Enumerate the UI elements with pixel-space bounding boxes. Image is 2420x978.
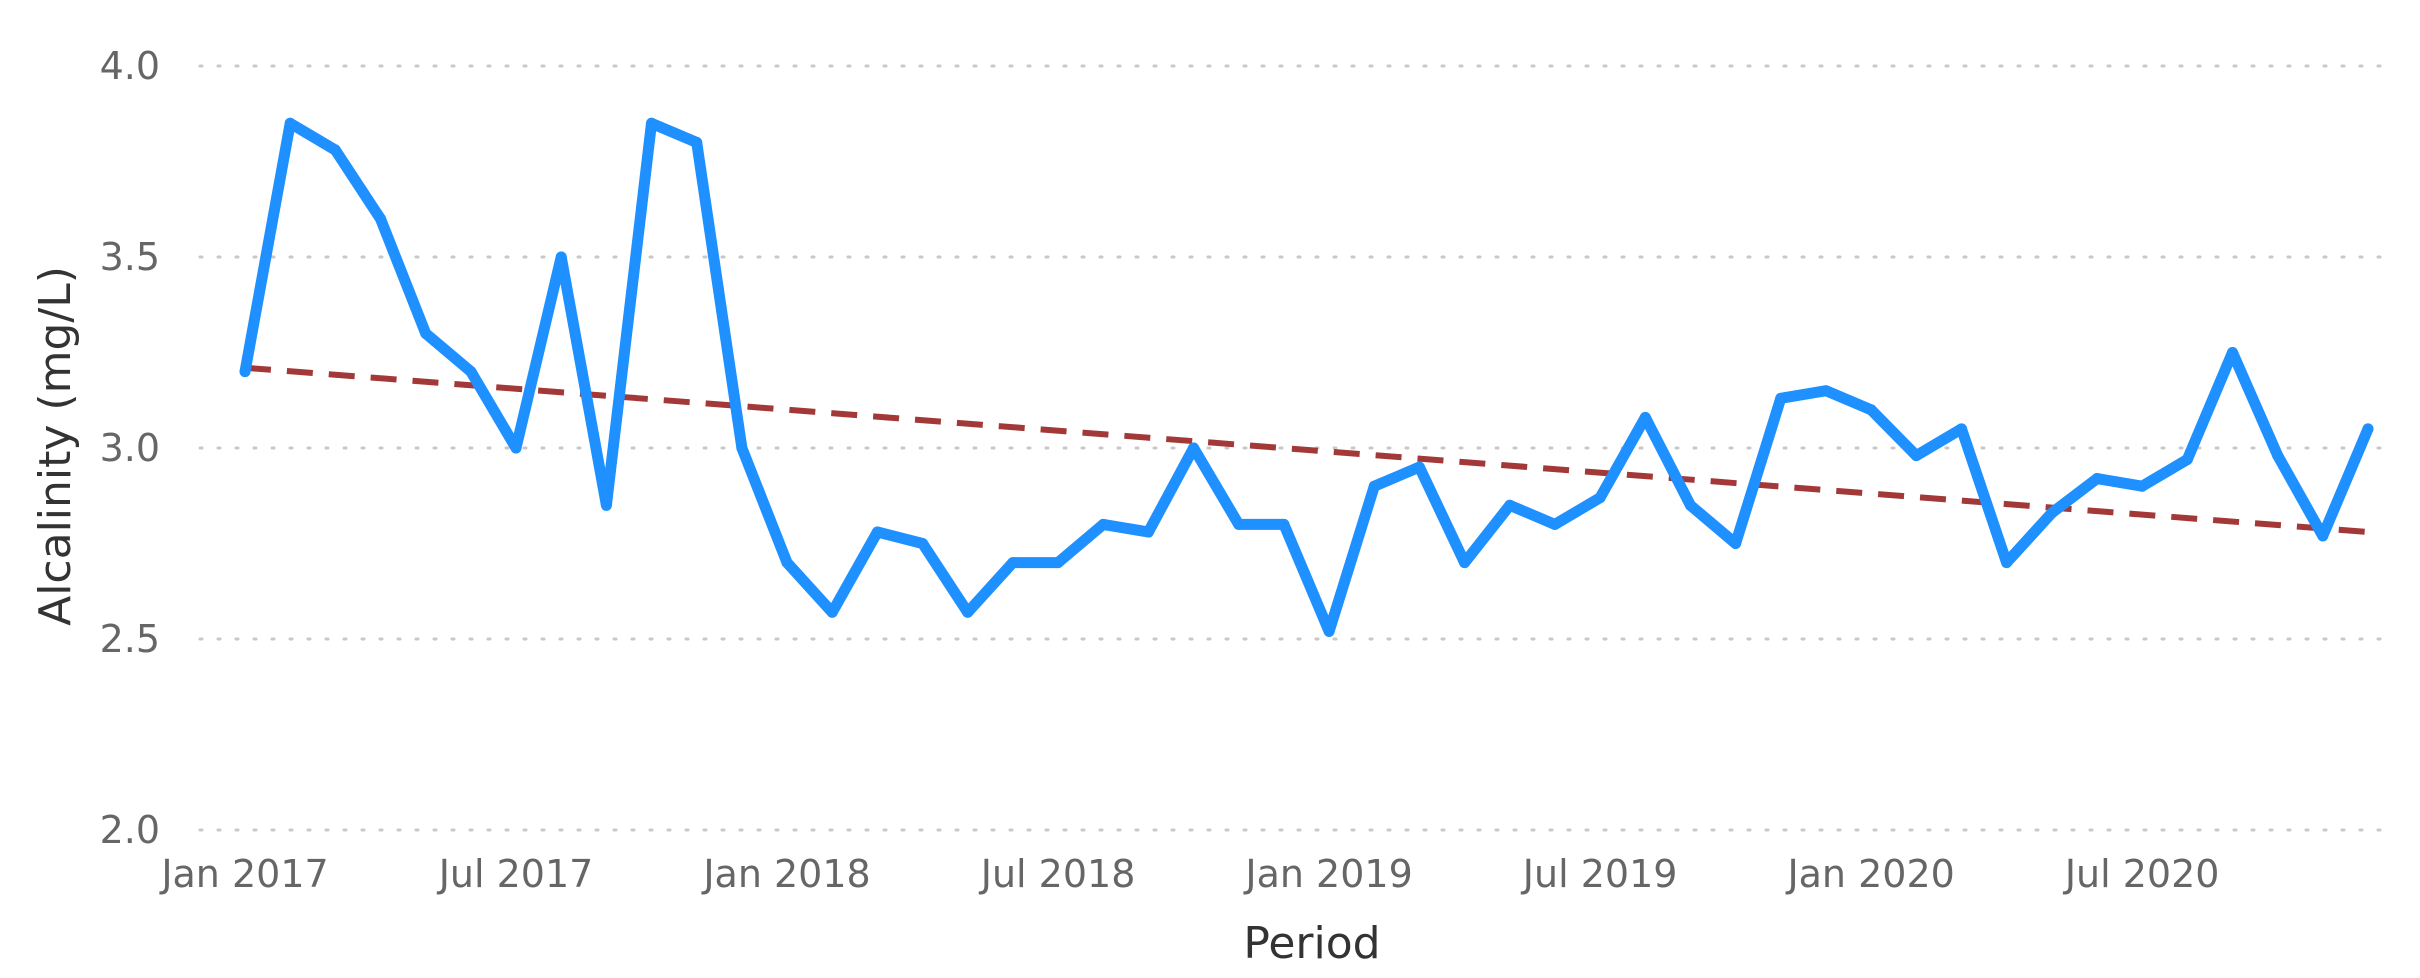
data-point	[1413, 461, 1425, 473]
data-point	[1820, 385, 1832, 397]
data-point	[329, 144, 341, 156]
data-point	[555, 251, 567, 263]
data-point	[826, 606, 838, 618]
x-tick-label: Jul 2017	[437, 852, 594, 896]
data-point	[1504, 499, 1516, 511]
x-axis-ticks: Jan 2017 Jul 2017 Jan 2018 Jul 2018 Jan 2019…	[159, 852, 2219, 896]
data-point	[510, 442, 522, 454]
data-point	[2272, 450, 2284, 462]
data-point	[1910, 450, 1922, 462]
data-point	[1142, 526, 1154, 538]
data-point	[1233, 518, 1245, 530]
data-point	[736, 442, 748, 454]
data-point	[1007, 557, 1019, 569]
data-point	[917, 538, 929, 549]
y-tick-label: 2.5	[100, 617, 160, 661]
y-tick-label: 3.5	[100, 235, 160, 279]
data-point	[375, 213, 387, 225]
data-point	[2362, 423, 2374, 435]
data-point	[1368, 480, 1380, 492]
x-tick-label: Jan 2017	[159, 852, 328, 896]
data-point	[420, 327, 432, 339]
data-point	[1730, 538, 1742, 549]
data-point	[1188, 442, 1200, 454]
data-point	[1955, 423, 1967, 435]
x-tick-label: Jan 2019	[1243, 852, 1412, 896]
data-point	[239, 366, 251, 378]
data-point	[781, 557, 793, 569]
data-point	[871, 526, 883, 538]
y-tick-label: 4.0	[100, 44, 160, 88]
y-tick-label: 3.0	[100, 426, 160, 470]
series-group	[239, 117, 2374, 637]
x-tick-label: Jul 2019	[1521, 852, 1678, 896]
data-point	[962, 606, 974, 618]
data-point	[1594, 492, 1606, 504]
data-point	[2091, 473, 2103, 485]
data-point	[646, 117, 658, 129]
data-point	[1865, 404, 1877, 416]
data-point	[1278, 518, 1290, 530]
data-point	[1052, 557, 1064, 569]
x-tick-label: Jan 2018	[701, 852, 870, 896]
x-axis-title: Period	[1243, 918, 1380, 969]
trend-line	[244, 364, 2369, 536]
data-point	[691, 136, 703, 148]
x-tick-label: Jul 2018	[979, 852, 1136, 896]
data-point	[1549, 518, 1561, 530]
x-tick-label: Jul 2020	[2063, 852, 2220, 896]
trend-line-group	[244, 364, 2369, 536]
data-point	[2317, 530, 2329, 542]
data-point	[2001, 557, 2013, 569]
data-point	[465, 366, 477, 378]
data-point	[1097, 518, 1109, 530]
data-point	[2136, 480, 2148, 492]
data-point	[1323, 625, 1335, 637]
series-line-0	[239, 117, 2374, 637]
y-tick-label: 2.0	[100, 808, 160, 852]
data-point	[284, 117, 296, 129]
data-point	[2226, 347, 2238, 358]
y-axis-title: Alcalinity (mg/L)	[30, 266, 81, 626]
x-tick-label: Jan 2020	[1785, 852, 1954, 896]
data-point	[1459, 557, 1471, 569]
data-point	[1775, 392, 1787, 404]
data-point	[600, 499, 612, 511]
data-point	[2046, 507, 2058, 519]
y-axis-ticks: 2.0 2.5 3.0 3.5 4.0	[100, 44, 160, 852]
data-point	[2181, 453, 2193, 465]
data-point	[1639, 411, 1651, 423]
data-point	[1684, 499, 1696, 511]
